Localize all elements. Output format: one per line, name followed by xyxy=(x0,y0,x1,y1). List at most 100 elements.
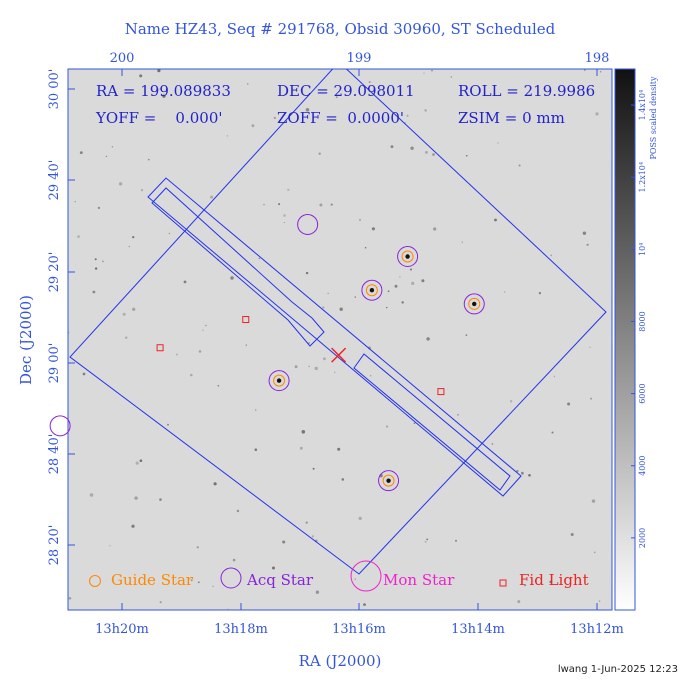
background-star xyxy=(102,260,104,263)
background-star xyxy=(168,232,170,235)
background-star xyxy=(551,431,554,434)
background-star xyxy=(132,307,136,311)
legend-guide-star: Guide Star xyxy=(111,571,194,589)
x-axis-title: RA (J2000) xyxy=(299,652,382,670)
acq-star-marker xyxy=(463,293,485,315)
background-star xyxy=(590,397,593,400)
sky-image xyxy=(68,69,612,610)
background-star xyxy=(368,81,371,83)
background-star xyxy=(591,499,596,503)
background-star xyxy=(157,69,161,73)
background-star xyxy=(119,182,123,186)
background-star xyxy=(426,337,430,341)
legend-acq-star: Acq Star xyxy=(246,571,314,589)
background-star xyxy=(406,114,409,117)
background-star xyxy=(109,545,111,547)
background-star xyxy=(337,447,341,451)
background-star xyxy=(308,342,310,344)
colorbar-tick-label: 4000 xyxy=(638,456,647,476)
background-star xyxy=(226,135,229,137)
acq-star-marker xyxy=(361,279,383,301)
background-star xyxy=(312,467,315,470)
background-star xyxy=(251,124,255,128)
legend-fid-light: Fid Light xyxy=(519,571,589,589)
background-star xyxy=(431,69,433,72)
star-dot xyxy=(276,378,282,383)
background-star xyxy=(79,151,83,155)
background-star xyxy=(424,540,427,543)
background-star xyxy=(411,281,415,285)
background-star xyxy=(323,357,326,361)
background-star xyxy=(518,164,521,167)
background-star xyxy=(364,246,367,249)
background-star xyxy=(272,566,275,570)
background-star xyxy=(301,430,306,434)
background-star xyxy=(167,423,169,426)
background-star xyxy=(423,72,425,74)
background-star xyxy=(341,478,345,481)
colorbar-ticks: 2000 4000 6000 8000 10⁴ 1.2x10⁴ 1.4x10⁴ xyxy=(631,90,647,548)
background-star xyxy=(425,151,428,154)
guide-star-marker xyxy=(365,284,378,297)
background-star xyxy=(570,533,574,536)
colorbar-tick-label: 8000 xyxy=(638,311,647,331)
x-tick-label: 13h20m xyxy=(95,622,149,637)
fid-light-marker xyxy=(156,344,164,352)
background-star xyxy=(589,346,591,348)
background-star xyxy=(245,344,247,346)
background-star xyxy=(196,546,199,549)
x-top-tick-label: 199 xyxy=(347,51,372,66)
background-star xyxy=(311,535,314,538)
background-star xyxy=(132,236,135,239)
star-dot xyxy=(369,288,375,293)
background-star xyxy=(599,71,602,73)
background-star xyxy=(334,371,336,374)
background-star xyxy=(212,585,214,588)
legend-guide-star-icon xyxy=(89,575,101,587)
background-star xyxy=(413,422,416,425)
x-tick-label: 13h12m xyxy=(570,622,624,637)
background-star xyxy=(598,600,601,603)
markers xyxy=(49,213,485,492)
background-star xyxy=(147,158,150,161)
readout-strip-left xyxy=(151,187,325,347)
background-star xyxy=(217,384,220,387)
background-star xyxy=(305,521,308,524)
y-tick-label: 28 40' xyxy=(47,434,62,475)
x-tick-label: 13h16m xyxy=(332,622,386,637)
plot-frame xyxy=(67,68,613,611)
colorbar-label: POSS scaled density xyxy=(649,76,658,160)
background-star xyxy=(254,448,258,452)
colorbar xyxy=(614,68,636,611)
background-star xyxy=(538,292,542,295)
background-star xyxy=(433,227,437,231)
background-star xyxy=(190,579,193,582)
background-star xyxy=(287,188,290,191)
y-tick-label: 30 00' xyxy=(47,69,62,110)
background-star xyxy=(122,312,126,316)
background-star xyxy=(432,153,435,156)
info-zsim: ZSIM = 0 mm xyxy=(458,109,565,127)
readout-strip-right xyxy=(353,353,511,491)
guide-star-marker xyxy=(273,374,286,387)
footer-stamp: lwang 1-Jun-2025 12:23 xyxy=(558,664,678,675)
background-star xyxy=(162,94,166,98)
background-star xyxy=(550,254,553,257)
background-star xyxy=(359,218,361,221)
background-star xyxy=(283,221,285,224)
background-star xyxy=(457,413,459,416)
background-star xyxy=(299,446,303,450)
legend-fid-light-icon xyxy=(499,579,507,587)
background-star xyxy=(335,96,338,99)
background-star xyxy=(371,227,375,231)
x-tick-label: 13h18m xyxy=(214,622,268,637)
colorbar-tick-label: 1.2x10⁴ xyxy=(638,162,647,193)
fid-light-marker xyxy=(437,388,445,396)
background-star xyxy=(358,516,362,521)
readout-strip-outer xyxy=(147,177,522,497)
background-star xyxy=(131,524,135,528)
detector-outlines xyxy=(69,69,607,575)
background-star xyxy=(128,245,130,248)
acq-star-marker xyxy=(49,415,71,437)
guide-star-marker xyxy=(468,297,481,310)
